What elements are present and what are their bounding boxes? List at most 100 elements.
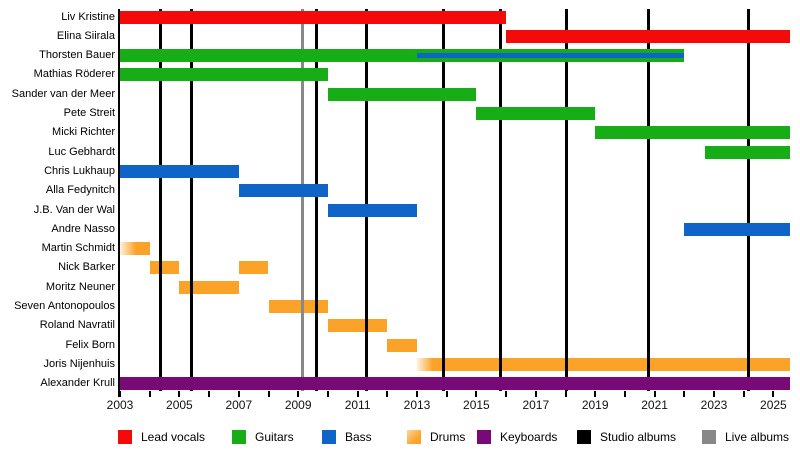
member-label: Sander van der Meer (11, 87, 115, 100)
studio-album-line (442, 9, 446, 391)
x-axis-tick (564, 391, 567, 397)
x-axis-tick (594, 391, 597, 397)
member-label: Alexander Krull (40, 377, 115, 390)
studio-album-line (498, 9, 502, 391)
timeline-bar-bass (684, 222, 790, 236)
legend-label: Bass (345, 430, 372, 444)
member-label: Elina Siirala (56, 29, 115, 42)
member-label: Roland Navratil (39, 319, 115, 332)
x-axis-tick (623, 391, 626, 397)
timeline-bar-bass (327, 203, 417, 217)
member-label: Andre Nasso (51, 222, 115, 235)
legend-swatch (118, 430, 132, 444)
studio-album-line (314, 9, 318, 391)
timeline-bar-guitars (476, 107, 596, 120)
x-axis-year-label: 2025 (760, 398, 787, 412)
member-label: Nick Barker (58, 261, 115, 274)
member-label: Felix Born (65, 338, 115, 351)
member-label: Alla Fedynitch (45, 184, 115, 197)
timeline-bar-keyboards (120, 377, 790, 391)
studio-album-line (189, 9, 193, 391)
legend-label: Lead vocals (141, 430, 206, 444)
member-label: Micki Richter (52, 126, 115, 139)
timeline-bar-guitars (120, 49, 685, 63)
timeline-bar-bass-stripe (417, 53, 685, 59)
member-label: Liv Kristine (61, 10, 115, 23)
x-axis-tick (742, 391, 745, 397)
legend-swatch (577, 430, 591, 444)
member-label: Mathias Röderer (33, 68, 115, 81)
x-axis-tick (237, 391, 240, 397)
x-axis-tick (653, 391, 656, 397)
x-axis-tick (297, 391, 300, 397)
legend-item-live-albums: Live albums (702, 430, 789, 444)
member-label: Thorsten Bauer (39, 49, 115, 62)
x-axis-tick (119, 391, 121, 397)
x-axis-tick (475, 391, 478, 397)
x-axis-year-label: 2023 (700, 398, 728, 412)
member-label: Seven Antonopoulos (14, 300, 115, 312)
timeline-bar-drums (238, 261, 269, 275)
legend-label: Guitars (255, 430, 294, 444)
member-label: Moritz Neuner (45, 280, 115, 293)
x-axis-tick (386, 391, 389, 397)
x-axis-tick (683, 391, 686, 397)
timeline-bar-drums (179, 280, 239, 294)
member-label: J.B. Van der Wal (33, 203, 115, 216)
legend-item-drums: Drums (407, 430, 465, 444)
x-axis-tick (208, 391, 211, 397)
x-axis-tick (326, 391, 329, 397)
timeline-bar-guitars (327, 87, 477, 101)
timeline-bar-drums (149, 261, 180, 275)
legend-label: Keyboards (500, 430, 558, 444)
legend-item-studio-albums: Studio albums (577, 430, 676, 444)
x-axis-tick (772, 391, 775, 397)
legend-item-guitars: Guitars (232, 430, 294, 444)
x-axis-tick (445, 391, 448, 397)
timeline-bar-bass (238, 184, 328, 198)
x-axis-year-label: 2011 (344, 398, 371, 412)
x-axis-year-label: 2009 (284, 398, 312, 412)
timeline-bar-drums (387, 338, 417, 352)
studio-album-line (565, 9, 569, 391)
x-axis-tick (267, 391, 270, 397)
x-axis-year-label: 2021 (641, 398, 668, 412)
timeline-bar-drums (120, 242, 150, 256)
legend-swatch (232, 430, 246, 444)
timeline-bar-lead-vocals (506, 29, 790, 43)
legend-label: Live albums (725, 430, 790, 444)
x-axis-tick (178, 391, 181, 397)
studio-album-line (746, 9, 750, 391)
x-axis-year-label: 2005 (166, 398, 193, 412)
x-axis-year-label: 2017 (522, 398, 550, 412)
timeline-bar-guitars (120, 68, 328, 82)
timeline-bar-drums (327, 319, 388, 333)
timeline-bar-guitars (595, 126, 790, 140)
legend-swatch (322, 430, 336, 444)
legend-swatch (702, 430, 716, 444)
member-label: Pete Streit (63, 107, 115, 119)
timeline-bar-drums (417, 357, 790, 371)
x-axis-year-label: 2013 (403, 398, 431, 412)
legend-item-lead-vocals: Lead vocals (118, 430, 205, 444)
member-label: Luc Gebhardt (48, 145, 115, 158)
member-label: Chris Lukhaup (44, 164, 115, 177)
x-axis-year-label: 2019 (581, 398, 609, 412)
studio-album-line (158, 9, 162, 391)
timeline-bar-drums (268, 300, 328, 313)
y-axis-line (118, 9, 120, 397)
studio-album-line (365, 9, 368, 391)
member-label: Martin Schmidt (41, 242, 115, 255)
studio-album-line (647, 9, 651, 391)
x-axis-year-label: 2015 (463, 398, 490, 412)
timeline-bar-guitars (705, 145, 790, 159)
member-label: Joris Nijenhuis (43, 357, 115, 370)
legend-label: Studio albums (600, 430, 677, 444)
x-axis-tick (416, 391, 418, 397)
x-axis-tick (505, 391, 508, 397)
legend-label: Drums (430, 430, 466, 444)
legend-item-keyboards: Keyboards (477, 430, 557, 444)
legend-swatch (477, 430, 491, 444)
timeline-bar-lead-vocals (120, 10, 507, 24)
